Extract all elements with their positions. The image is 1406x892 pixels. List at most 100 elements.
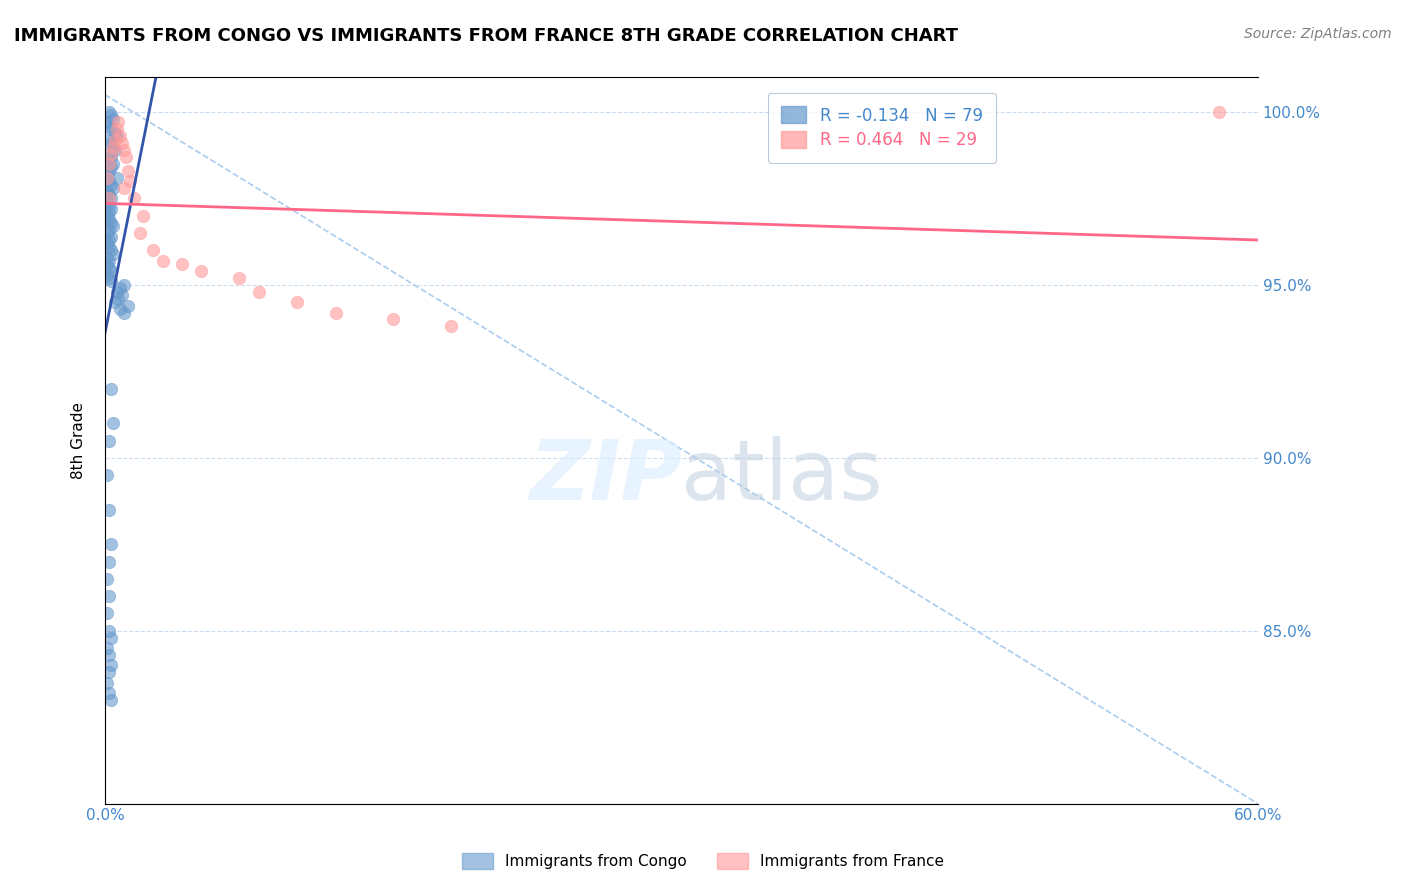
Point [122,191,145,205]
Point [101,157,124,171]
Point [97,434,120,448]
Point [96,572,118,586]
Point [111,288,134,302]
Point [382,312,405,326]
Point [104,295,127,310]
Point [100,275,122,289]
Point [96,209,118,223]
Point [96,146,118,161]
Point [107,115,129,129]
Point [142,244,165,258]
Point [112,277,135,292]
Point [97,133,120,147]
Point [101,139,124,153]
Text: ZIP: ZIP [529,436,682,517]
Point [115,150,138,164]
Point [97,233,120,247]
Point [228,271,250,285]
Point [101,416,124,430]
Point [96,226,118,240]
Point [97,686,120,700]
Point [152,253,174,268]
Point [97,105,120,120]
Point [96,167,118,181]
Point [170,257,193,271]
Point [97,157,120,171]
Point [110,281,132,295]
Point [97,253,120,268]
Point [100,229,122,244]
Point [100,693,122,707]
Legend: R = -0.134   N = 79, R = 0.464   N = 29: R = -0.134 N = 79, R = 0.464 N = 29 [768,93,995,162]
Point [100,191,122,205]
Point [97,502,120,516]
Point [97,260,120,275]
Point [97,188,120,202]
Point [104,143,127,157]
Point [97,198,120,212]
Point [96,257,118,271]
Point [118,174,141,188]
Text: IMMIGRANTS FROM CONGO VS IMMIGRANTS FROM FRANCE 8TH GRADE CORRELATION CHART: IMMIGRANTS FROM CONGO VS IMMIGRANTS FROM… [14,27,957,45]
Point [110,302,132,317]
Point [101,247,124,261]
Point [100,150,122,164]
Point [96,185,118,199]
Point [97,191,120,205]
Point [105,285,128,299]
Point [100,136,122,150]
Y-axis label: 8th Grade: 8th Grade [72,402,86,479]
Legend: Immigrants from Congo, Immigrants from France: Immigrants from Congo, Immigrants from F… [456,847,950,875]
Point [97,648,120,662]
Text: Source: ZipAtlas.com: Source: ZipAtlas.com [1244,27,1392,41]
Point [97,624,120,638]
Point [100,382,122,396]
Point [112,143,135,157]
Point [325,305,347,319]
Point [100,108,122,122]
Point [1208,105,1230,120]
Point [100,264,122,278]
Point [96,115,118,129]
Point [101,219,124,234]
Point [100,178,122,192]
Point [100,122,122,136]
Point [96,236,118,251]
Point [117,163,139,178]
Point [104,126,127,140]
Point [96,268,118,282]
Point [104,133,127,147]
Point [97,205,120,219]
Point [117,299,139,313]
Point [440,319,463,334]
Point [97,555,120,569]
Point [97,212,120,227]
Point [101,139,124,153]
Point [101,181,124,195]
Point [100,631,122,645]
Point [100,658,122,673]
Point [100,537,122,551]
Point [105,129,128,144]
Point [97,174,120,188]
Point [96,250,118,264]
Point [97,271,120,285]
Point [128,226,150,240]
Point [97,240,120,254]
Point [100,216,122,230]
Point [105,170,128,185]
Point [247,285,270,299]
Point [132,209,155,223]
Point [100,202,122,216]
Point [97,589,120,603]
Point [100,161,122,175]
Point [190,264,212,278]
Point [285,295,308,310]
Point [112,305,135,319]
Point [96,468,118,483]
Text: atlas: atlas [682,436,883,517]
Point [96,607,118,621]
Point [105,122,128,136]
Point [100,146,122,161]
Point [96,640,118,655]
